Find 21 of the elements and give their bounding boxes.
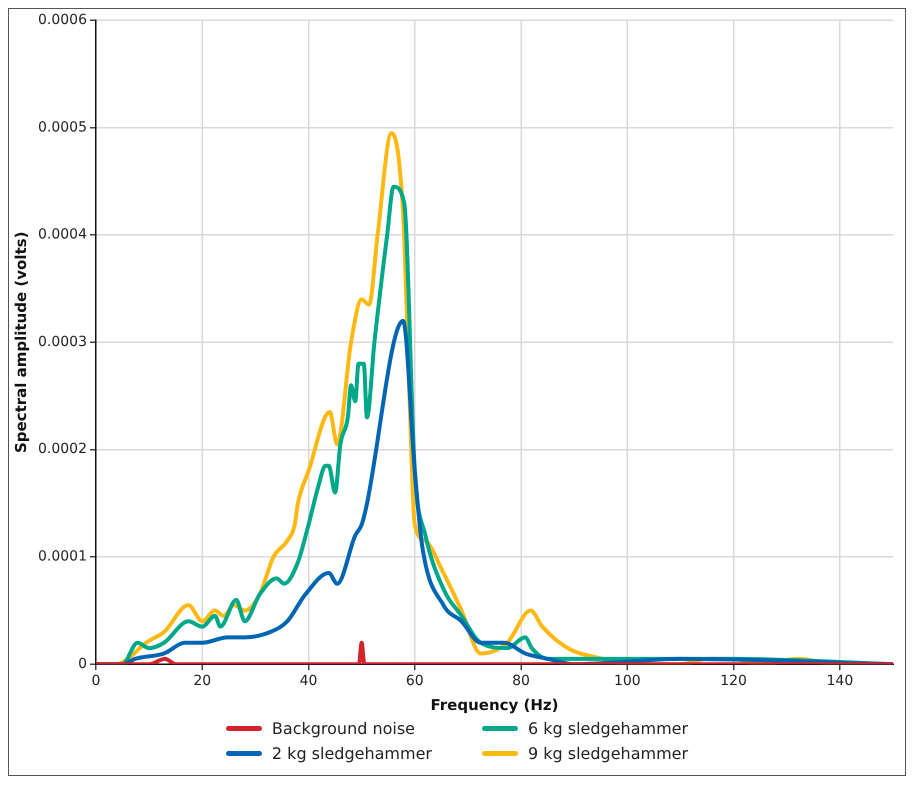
- y-tick-label: 0.0006: [38, 12, 88, 28]
- y-tick-label: 0.0001: [38, 548, 87, 565]
- y-tick-label: 0.0003: [38, 334, 87, 350]
- legend-label: 6 kg sledgehammer: [528, 719, 688, 738]
- x-tick-label: 20: [193, 673, 212, 690]
- x-tick-label: 100: [614, 673, 641, 690]
- x-tick-label: 0: [92, 673, 100, 690]
- legend-label: 2 kg sledgehammer: [272, 744, 432, 763]
- x-axis-title: Frequency (Hz): [430, 696, 558, 714]
- x-tick-label: 120: [720, 673, 747, 690]
- x-tick-label: 140: [826, 673, 854, 690]
- y-tick-label: 0.0004: [38, 226, 88, 243]
- x-tick-label: 80: [512, 673, 530, 690]
- legend-label: Background noise: [272, 719, 415, 738]
- y-tick-label: 0: [78, 656, 87, 672]
- y-tick-label: 0.0005: [38, 119, 87, 136]
- legend-label: 9 kg sledgehammer: [528, 744, 688, 763]
- y-axis-title: Spectral amplitude (volts): [12, 232, 30, 454]
- x-tick-label: 60: [406, 673, 424, 690]
- x-tick-label: 40: [300, 673, 318, 690]
- y-tick-label: 0.0002: [38, 441, 87, 458]
